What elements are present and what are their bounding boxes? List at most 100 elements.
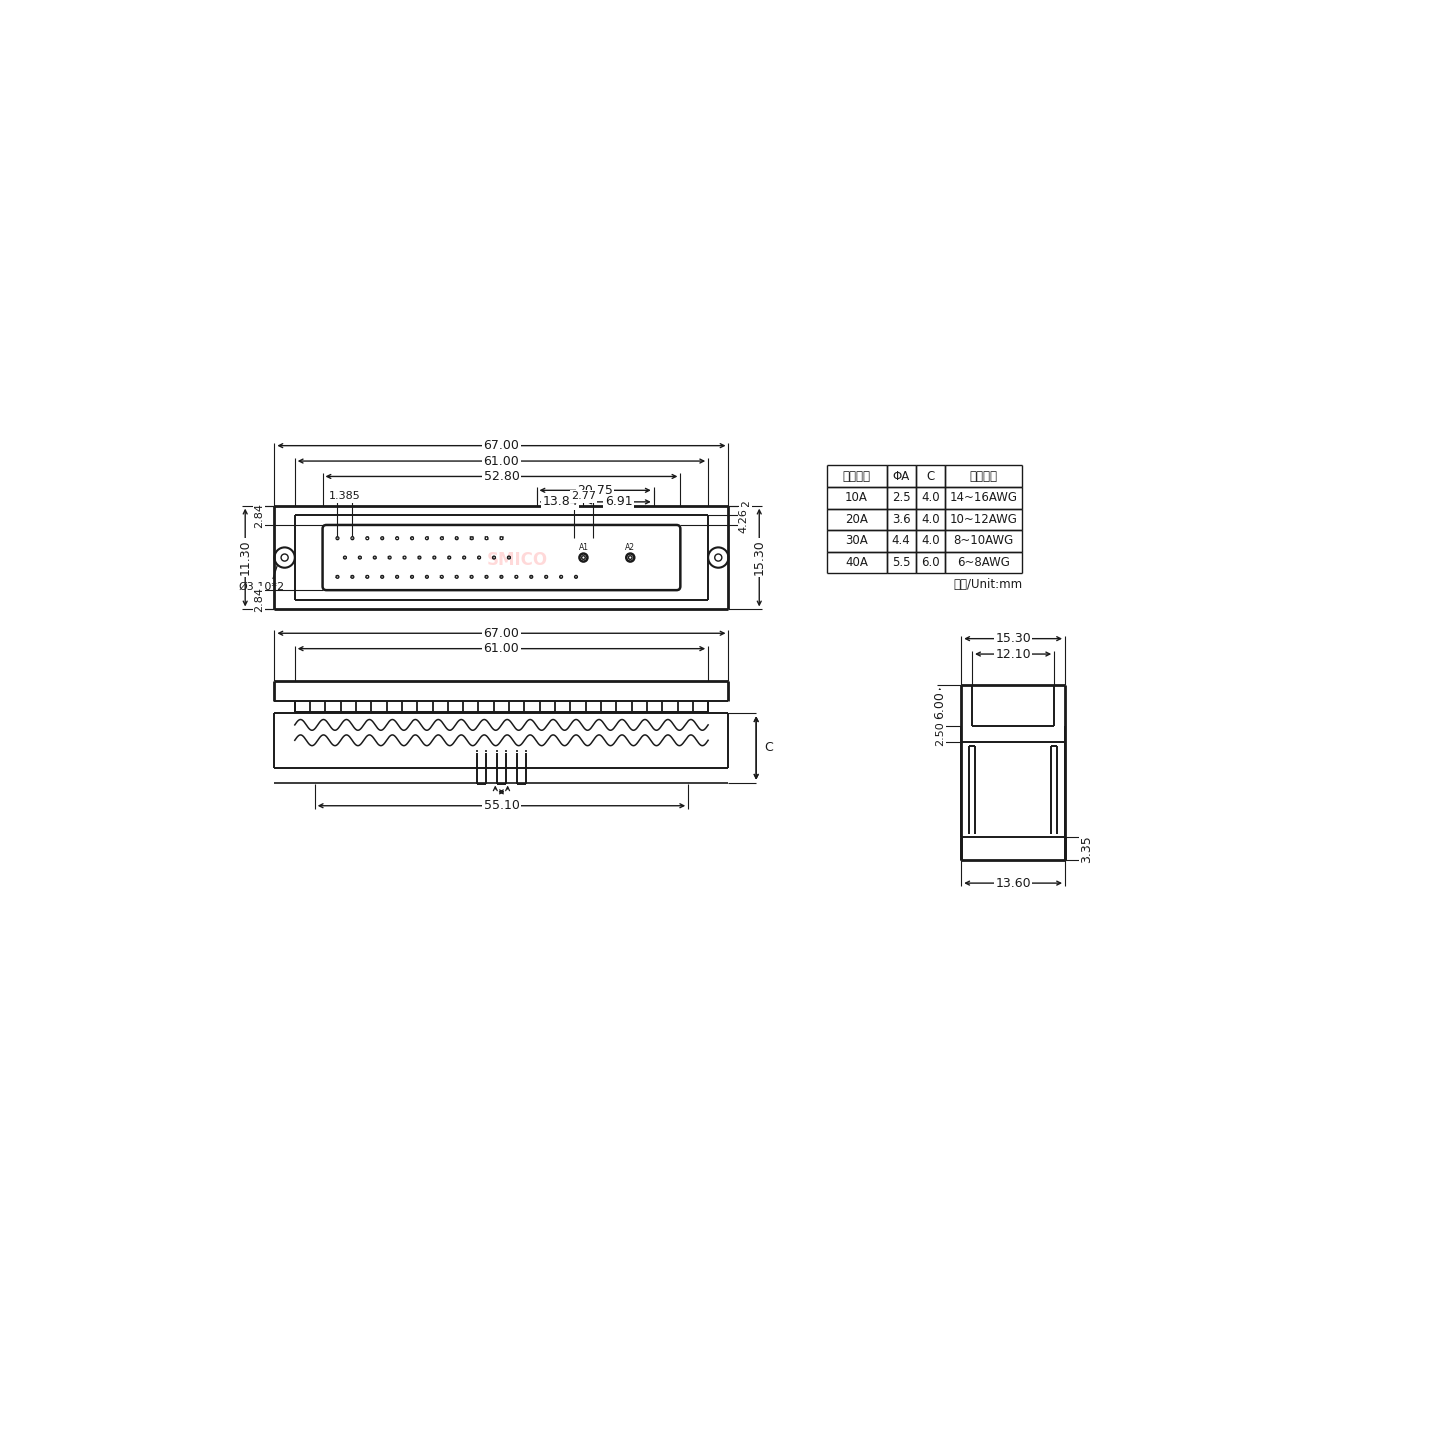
Text: 25: 25 (336, 575, 340, 579)
Circle shape (441, 537, 444, 540)
Text: 12: 12 (498, 536, 504, 541)
Text: 4.0: 4.0 (922, 491, 940, 504)
Circle shape (351, 576, 354, 579)
Text: 6.00: 6.00 (933, 691, 946, 719)
Text: 6.91: 6.91 (605, 495, 632, 508)
Text: 20A: 20A (845, 513, 868, 526)
Text: 4.0: 4.0 (922, 534, 940, 547)
Circle shape (351, 537, 354, 540)
Text: 32: 32 (439, 575, 445, 579)
Text: 28: 28 (380, 575, 384, 579)
Circle shape (500, 537, 503, 540)
Circle shape (410, 537, 413, 540)
Text: 1.385: 1.385 (330, 491, 361, 501)
Circle shape (579, 553, 588, 562)
Circle shape (485, 537, 488, 540)
Circle shape (500, 576, 503, 579)
Text: 3.6: 3.6 (891, 513, 910, 526)
Circle shape (560, 576, 563, 579)
Circle shape (389, 556, 392, 559)
Circle shape (336, 537, 338, 540)
Text: 11.30: 11.30 (239, 540, 252, 576)
Text: Ø3.10*2: Ø3.10*2 (239, 582, 285, 592)
Text: 20: 20 (446, 556, 452, 560)
Text: 13.84: 13.84 (543, 495, 577, 508)
Circle shape (396, 537, 399, 540)
Circle shape (516, 576, 518, 579)
Text: 2.5: 2.5 (891, 491, 910, 504)
Circle shape (366, 576, 369, 579)
Circle shape (455, 537, 458, 540)
Text: 13: 13 (343, 556, 347, 560)
Text: 36: 36 (498, 575, 504, 579)
Circle shape (344, 556, 347, 559)
Circle shape (448, 556, 451, 559)
Text: 1: 1 (336, 536, 338, 541)
Text: 8: 8 (441, 536, 444, 541)
Circle shape (455, 576, 458, 579)
Text: 6.0: 6.0 (922, 556, 940, 569)
Text: 4.0: 4.0 (922, 513, 940, 526)
Text: 41: 41 (573, 575, 579, 579)
Text: 2.77: 2.77 (570, 491, 596, 501)
Text: 24: 24 (507, 556, 511, 560)
Text: 67.00: 67.00 (484, 626, 520, 639)
Text: 15: 15 (372, 556, 377, 560)
Circle shape (478, 556, 481, 559)
Text: 38: 38 (528, 575, 534, 579)
Text: 10: 10 (468, 536, 475, 541)
Text: 5.5: 5.5 (891, 556, 910, 569)
Text: 11: 11 (484, 536, 490, 541)
Text: 40A: 40A (845, 556, 868, 569)
Text: ΦA: ΦA (893, 469, 910, 482)
Text: A2: A2 (625, 543, 635, 552)
Circle shape (628, 556, 632, 559)
Text: SMICO: SMICO (487, 552, 547, 569)
Text: 19: 19 (432, 556, 436, 560)
Text: 37: 37 (514, 575, 518, 579)
Text: 9: 9 (455, 536, 458, 541)
Circle shape (418, 556, 420, 559)
Text: 1.42: 1.42 (740, 498, 750, 523)
Text: 23: 23 (491, 556, 497, 560)
Text: 30A: 30A (845, 534, 868, 547)
Circle shape (359, 556, 361, 559)
Text: 6~8AWG: 6~8AWG (958, 556, 1009, 569)
Text: C: C (763, 742, 773, 755)
Text: 2: 2 (351, 536, 354, 541)
Text: 21: 21 (462, 556, 467, 560)
Text: 55.10: 55.10 (484, 799, 520, 812)
Text: 27: 27 (364, 575, 370, 579)
Text: 4.26: 4.26 (739, 508, 749, 533)
Text: 39: 39 (543, 575, 549, 579)
Text: 线材规格: 线材规格 (969, 469, 998, 482)
Text: 3: 3 (366, 536, 369, 541)
Circle shape (336, 576, 338, 579)
Text: 2.84: 2.84 (253, 503, 264, 528)
Circle shape (433, 556, 436, 559)
Circle shape (485, 576, 488, 579)
Text: 17: 17 (402, 556, 408, 560)
Text: 20.75: 20.75 (577, 484, 613, 497)
Circle shape (471, 576, 474, 579)
Text: 10~12AWG: 10~12AWG (950, 513, 1018, 526)
Text: 4: 4 (380, 536, 384, 541)
Circle shape (471, 537, 474, 540)
Circle shape (582, 556, 585, 559)
Circle shape (380, 537, 383, 540)
Circle shape (492, 556, 495, 559)
Text: 22: 22 (477, 556, 482, 560)
Circle shape (507, 556, 510, 559)
Circle shape (462, 556, 465, 559)
Text: 7: 7 (425, 536, 429, 541)
Text: 2.84: 2.84 (253, 588, 264, 612)
Text: 29: 29 (395, 575, 400, 579)
Text: 18: 18 (418, 556, 422, 560)
Text: 15.30: 15.30 (995, 632, 1031, 645)
Text: 30: 30 (409, 575, 415, 579)
Text: 4.4: 4.4 (891, 534, 910, 547)
Circle shape (626, 553, 634, 562)
Text: 10A: 10A (845, 491, 868, 504)
Text: 8~10AWG: 8~10AWG (953, 534, 1014, 547)
Text: A: A (497, 799, 505, 812)
